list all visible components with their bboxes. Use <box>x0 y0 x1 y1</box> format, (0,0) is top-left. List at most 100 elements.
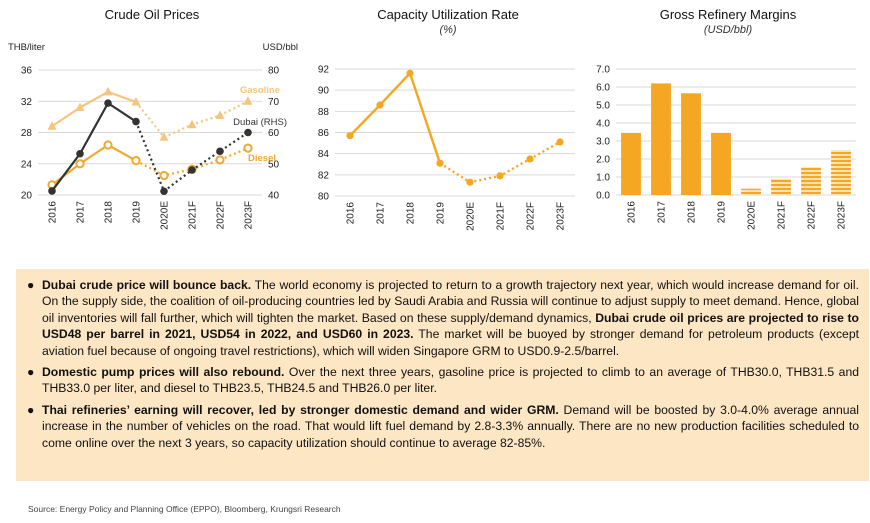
y-tick-label: 3.0 <box>596 137 610 148</box>
y-tick-label: 2.0 <box>596 155 610 166</box>
capacity-utilization-svg: Capacity Utilization Rate (%) 80 82 84 86 88 90… <box>318 7 575 231</box>
gross-refinery-margins-chart: Gross Refinery Margins (USD/bbl) 0.0 1.0 2.0… <box>596 0 870 262</box>
dubai-rhs-line-actual <box>51 102 137 192</box>
y-tick-label: 80 <box>318 192 330 203</box>
diesel-point <box>243 143 253 153</box>
diesel-point <box>159 170 169 181</box>
x-tick-label: 2020E <box>747 201 758 230</box>
capacity-utilization-chart: Capacity Utilization Rate (%) 80 82 84 86 88 90… <box>300 0 600 262</box>
y-tick-label: 4.0 <box>596 119 610 130</box>
bullet-icon: ● <box>27 365 35 380</box>
gasoline-point <box>159 132 169 141</box>
x-tick-label: 2020E <box>160 201 171 230</box>
crude-oil-prices-chart: Crude Oil Prices THB/liter USD/bbl 20 24 28 32… <box>0 0 300 262</box>
grm-bar <box>681 93 701 195</box>
utilization-point <box>406 69 414 77</box>
bullet-icon: ● <box>27 402 35 417</box>
y-tick-label: 5.0 <box>596 101 610 112</box>
bullet-refineries: ● Thai refineries’ earning will recover,… <box>27 402 859 451</box>
dubai-rhs-point <box>188 166 196 174</box>
x-tick-label: 2016 <box>627 201 638 224</box>
utilization-point <box>466 178 474 186</box>
bullet-icon: ● <box>27 278 35 292</box>
grm-bar-forecast <box>771 178 791 195</box>
bullet-text: The world economy is projected to return… <box>42 278 859 325</box>
series-label-dubai: Dubai (RHS) <box>233 117 287 128</box>
x-tick-label: 2019 <box>132 201 143 224</box>
gasoline-point <box>75 102 85 111</box>
y-tick-label: 86 <box>318 128 330 139</box>
x-tick-label: 2016 <box>48 201 59 224</box>
x-tick-label: 2020E <box>466 202 477 231</box>
diesel-point <box>215 155 225 165</box>
y-right-tick-label: 80 <box>268 66 280 77</box>
y-tick-label: 0.0 <box>596 191 610 202</box>
dubai-rhs-point <box>104 99 112 107</box>
gasoline-point <box>187 119 197 129</box>
y-tick-label: 1.0 <box>596 173 610 184</box>
grm-bar <box>651 83 671 195</box>
y-right-tick-label: 50 <box>268 159 280 170</box>
series-label-diesel: Diesel <box>248 153 276 164</box>
gross-refinery-margins-svg: Gross Refinery Margins (USD/bbl) 0.0 1.0 2.0… <box>596 7 856 230</box>
gasoline-point <box>103 86 113 96</box>
chart-title: Crude Oil Prices <box>105 7 200 22</box>
utilization-point <box>376 101 384 109</box>
x-tick-label: 2021F <box>496 202 507 230</box>
x-tick-label: 2023F <box>837 201 848 229</box>
diesel-point <box>131 156 141 166</box>
x-tick-label: 2017 <box>76 201 87 224</box>
y-right-tick-label: 40 <box>268 191 280 202</box>
chart-title: Capacity Utilization Rate <box>377 7 519 22</box>
bullet-text: The market will be buoyed by stronger de… <box>42 327 859 358</box>
gasoline-line-forecast <box>135 100 249 139</box>
bullet-heading: Domestic pump prices will also rebound. <box>42 365 285 380</box>
x-tick-label: 2018 <box>104 201 115 224</box>
x-tick-label: 2023F <box>244 201 255 229</box>
gasoline-point <box>215 110 225 119</box>
grm-bar-forecast <box>801 167 821 195</box>
y-tick-label: 88 <box>318 107 330 118</box>
y-tick-label: 92 <box>318 65 330 76</box>
gasoline-line-actual <box>51 90 137 128</box>
x-tick-label: 2016 <box>346 202 357 225</box>
diesel-line-actual <box>51 143 137 186</box>
x-tick-label: 2018 <box>687 201 698 224</box>
y-tick-label: 7.0 <box>596 65 610 76</box>
x-tick-label: 2018 <box>406 202 417 225</box>
y-tick-label: 24 <box>21 159 33 170</box>
x-tick-label: 2022F <box>216 201 227 229</box>
utilization-point <box>526 155 534 163</box>
dubai-rhs-point <box>132 117 140 126</box>
x-tick-label: 2021F <box>777 201 788 229</box>
utilization-point <box>346 132 354 140</box>
dubai-rhs-point <box>76 149 84 158</box>
x-tick-label: 2021F <box>188 201 199 229</box>
y-tick-label: 20 <box>21 191 33 202</box>
chart-title: Gross Refinery Margins <box>660 7 797 22</box>
grm-bar-forecast <box>741 188 761 195</box>
y-right-tick-label: 70 <box>268 97 280 108</box>
dubai-rhs-point <box>244 128 252 137</box>
dubai-rhs-point <box>216 147 224 156</box>
bullet-text: Over the next three years, gasoline pric… <box>42 365 860 396</box>
y-tick-label: 36 <box>21 66 33 77</box>
utilization-point <box>556 138 564 146</box>
x-tick-label: 2017 <box>376 202 387 225</box>
y-right-tick-label: 60 <box>268 128 280 139</box>
utilization-point <box>436 159 444 167</box>
chart-subtitle: (USD/bbl) <box>704 24 753 36</box>
x-tick-label: 2017 <box>657 201 668 224</box>
dubai-rhs-point <box>160 187 168 196</box>
y-axis-label: THB/liter <box>8 42 45 53</box>
y-tick-label: 90 <box>318 86 330 97</box>
bullet-pump-prices: ● Domestic pump prices will also rebound… <box>27 364 860 397</box>
grm-bar <box>621 132 641 195</box>
y-tick-label: 82 <box>318 170 330 181</box>
commentary-list: ● Dubai crude price will bounce back. Th… <box>27 277 860 451</box>
diesel-point <box>103 140 113 150</box>
diesel-point <box>75 159 85 169</box>
bullet-heading: Dubai crude price will bounce back. <box>42 278 252 292</box>
utilization-line-actual <box>349 72 442 164</box>
x-tick-label: 2023F <box>556 202 567 230</box>
